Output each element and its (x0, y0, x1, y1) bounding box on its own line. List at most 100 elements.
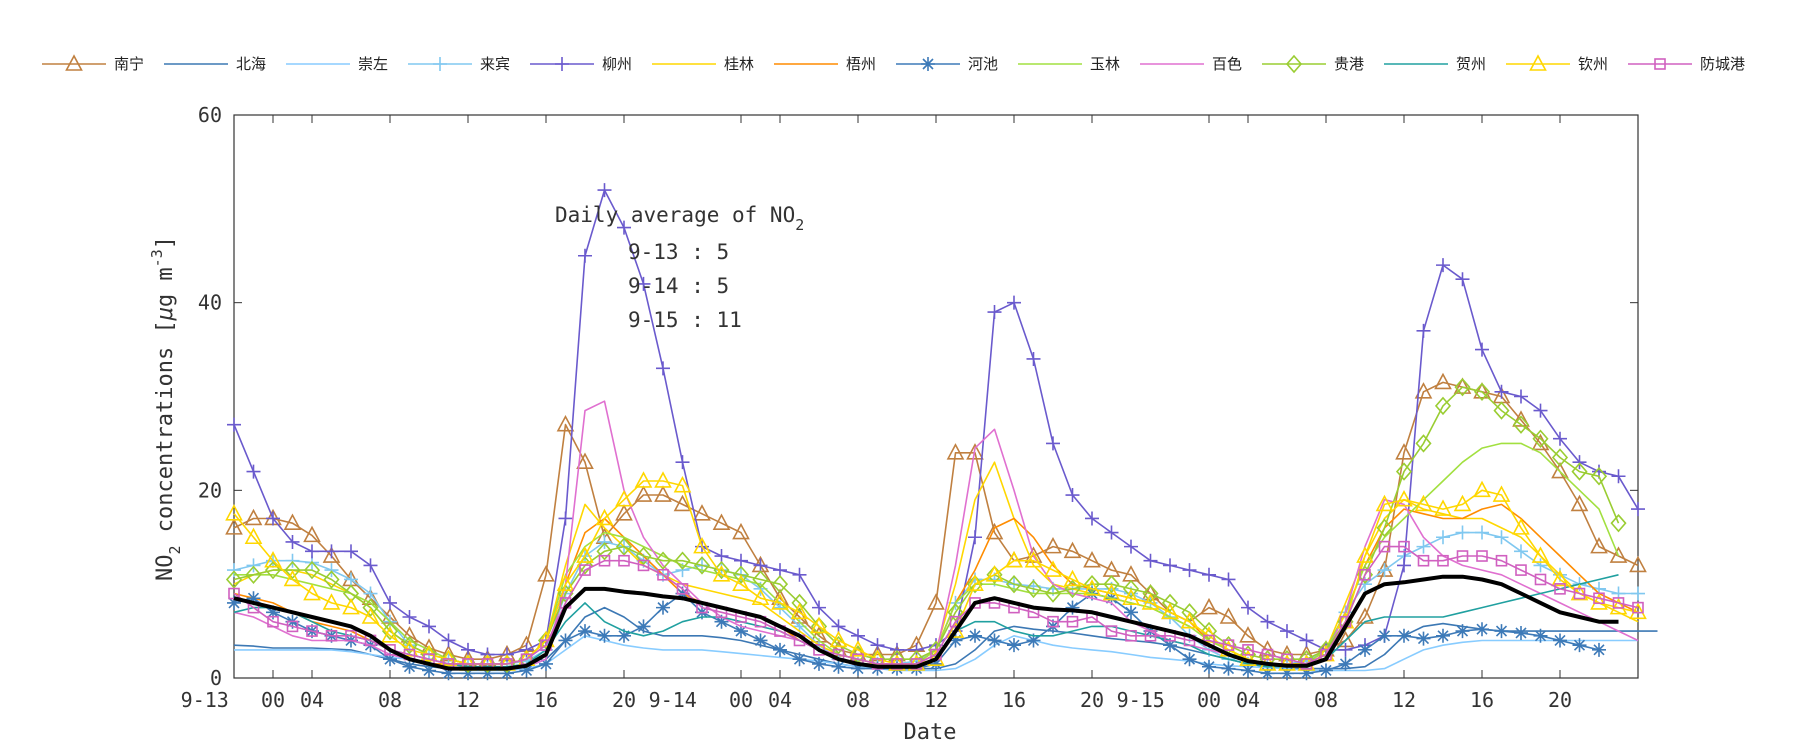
legend-label: 南宁 (114, 55, 144, 73)
data-point-asterisk (402, 659, 417, 674)
data-point-asterisk (1377, 628, 1392, 643)
legend-label: 桂林 (724, 55, 754, 73)
data-point-diamond (1200, 621, 1218, 641)
data-point-plus (1572, 455, 1587, 470)
data-point-triangle (1239, 626, 1257, 643)
data-point-square (1378, 540, 1391, 553)
data-point-triangle (1531, 546, 1550, 563)
data-point-diamond (596, 542, 613, 561)
legend-item: 河池 (896, 55, 998, 73)
data-point-plus (597, 534, 612, 549)
data-point-plus (1065, 488, 1080, 503)
data-point-triangle (1551, 461, 1569, 479)
data-point-asterisk (1065, 600, 1080, 615)
data-point-triangle (361, 607, 380, 624)
data-point-triangle (712, 513, 731, 530)
data-point-diamond (693, 556, 711, 575)
data-point-diamond (1122, 579, 1140, 599)
data-point-plus (1124, 539, 1138, 554)
data-point-triangle (615, 490, 633, 507)
data-point-asterisk (851, 661, 865, 676)
data-point-triangle (634, 471, 653, 488)
data-point-asterisk (539, 656, 553, 671)
data-point-square (1261, 648, 1274, 661)
legend-label: 北海 (236, 55, 266, 73)
data-point-plus (422, 619, 436, 634)
data-point-asterisk (1260, 666, 1275, 681)
legend-label: 梧州 (846, 55, 876, 73)
data-point-diamond (1571, 462, 1588, 481)
data-point-triangle (1512, 518, 1530, 535)
data-point-square (657, 568, 669, 581)
data-point-asterisk (734, 624, 748, 639)
data-point-square (1476, 550, 1488, 562)
data-point-triangle (1356, 546, 1374, 563)
data-point-plus (812, 600, 826, 615)
data-point-asterisk (383, 652, 397, 667)
data-point-plus (285, 553, 300, 568)
data-point-diamond (1181, 603, 1198, 622)
data-point-plus (1163, 558, 1177, 573)
data-point-plus (1143, 553, 1158, 568)
data-point-diamond (1454, 377, 1471, 397)
data-point-plus (1553, 431, 1567, 446)
data-point-square (1066, 615, 1079, 628)
data-point-triangle (1180, 612, 1199, 629)
data-point-asterisk (1436, 628, 1450, 643)
data-point-triangle (1414, 382, 1433, 399)
data-point-asterisk (753, 633, 768, 648)
data-point-asterisk (968, 628, 982, 643)
data-point-plus (246, 558, 261, 573)
data-point-plus (597, 183, 612, 198)
x-tick-label: 9-13 (181, 688, 229, 712)
legend-label: 来宾 (480, 55, 510, 73)
data-point-triangle (673, 494, 692, 512)
data-point-triangle (1492, 485, 1511, 502)
data-point-plus (1338, 642, 1353, 657)
data-point-triangle (732, 574, 750, 591)
data-point-plus (1299, 633, 1314, 648)
data-point-plus (714, 549, 729, 564)
series-line (233, 480, 1639, 665)
data-point-asterisk (480, 666, 495, 681)
data-point-square (384, 644, 396, 656)
data-point-triangle (927, 593, 945, 610)
series-line (233, 400, 1639, 670)
data-point-diamond (537, 631, 555, 650)
data-point-plus (792, 567, 807, 582)
data-point-asterisk (1533, 628, 1548, 643)
data-point-triangle (693, 504, 711, 521)
data-point-triangle (244, 508, 263, 526)
data-point-diamond (362, 598, 379, 617)
data-point-diamond (771, 574, 789, 594)
data-point-triangle (1590, 536, 1608, 554)
legend-label: 防城港 (1700, 55, 1745, 73)
data-point-asterisk (921, 57, 935, 71)
data-point-triangle (576, 452, 594, 469)
legend-item: 崇左 (286, 55, 388, 73)
data-point-asterisk (1299, 666, 1314, 681)
data-point-plus (636, 276, 651, 291)
data-point-plus (555, 57, 569, 71)
x-tick-label: 20 (1080, 688, 1104, 712)
data-point-square (1125, 629, 1137, 642)
data-point-triangle (1161, 602, 1179, 620)
data-point-asterisk (1455, 624, 1470, 639)
data-point-plus (383, 595, 397, 610)
data-point-square (637, 559, 650, 572)
legend-item: 钦州 (1506, 54, 1608, 73)
data-point-diamond (791, 593, 808, 613)
data-point-square (676, 583, 689, 595)
legend-item: 百色 (1140, 55, 1242, 73)
data-point-diamond (732, 565, 750, 584)
data-point-square (1222, 639, 1235, 651)
data-point-triangle (244, 527, 263, 545)
data-point-triangle (1375, 494, 1394, 512)
data-point-plus (1494, 384, 1509, 399)
data-point-asterisk (1416, 631, 1431, 646)
data-point-triangle (1629, 555, 1647, 573)
data-point-plus (1007, 295, 1021, 310)
data-point-asterisk (1397, 628, 1411, 643)
data-point-plus (968, 530, 982, 545)
data-point-plus (1280, 624, 1294, 639)
